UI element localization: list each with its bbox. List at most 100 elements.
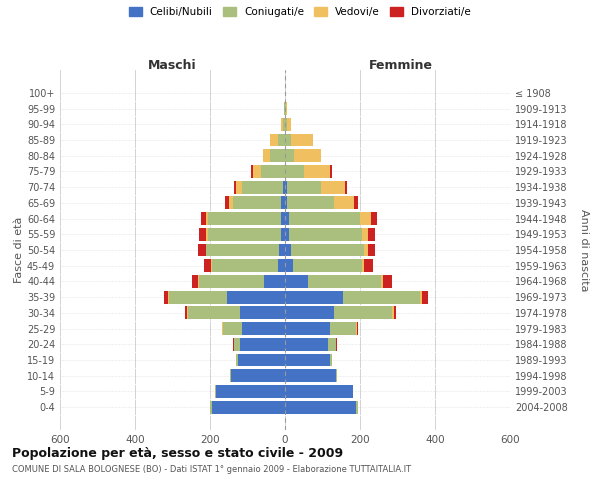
Bar xyxy=(185,306,187,320)
Bar xyxy=(223,322,242,335)
Bar xyxy=(285,260,293,272)
Bar xyxy=(380,275,383,288)
Bar xyxy=(283,118,285,130)
Bar xyxy=(287,180,320,194)
Bar xyxy=(169,290,227,304)
Bar xyxy=(357,322,358,335)
Bar xyxy=(203,260,211,272)
Bar xyxy=(285,338,328,351)
Bar xyxy=(260,165,285,178)
Bar xyxy=(330,165,332,178)
Bar xyxy=(285,180,287,194)
Bar xyxy=(285,244,290,256)
Bar xyxy=(280,244,285,256)
Bar xyxy=(335,370,337,382)
Bar xyxy=(285,165,304,178)
Bar xyxy=(227,290,285,304)
Bar xyxy=(330,354,332,366)
Bar xyxy=(281,196,285,209)
Bar xyxy=(285,196,287,209)
Bar xyxy=(230,370,285,382)
Bar xyxy=(198,275,199,288)
Bar xyxy=(285,212,289,225)
Bar xyxy=(212,260,277,272)
Bar xyxy=(334,306,392,320)
Bar xyxy=(285,370,335,382)
Bar xyxy=(206,244,280,256)
Bar xyxy=(210,400,212,413)
Text: COMUNE DI SALA BOLOGNESE (BO) - Dati ISTAT 1° gennaio 2009 - Elaborazione TUTTAI: COMUNE DI SALA BOLOGNESE (BO) - Dati IST… xyxy=(12,466,411,474)
Bar xyxy=(289,228,362,240)
Bar xyxy=(251,165,253,178)
Bar xyxy=(281,228,285,240)
Bar xyxy=(343,290,420,304)
Bar xyxy=(199,228,206,240)
Bar xyxy=(205,244,206,256)
Bar xyxy=(287,196,334,209)
Bar xyxy=(285,306,334,320)
Bar xyxy=(362,228,367,240)
Bar xyxy=(206,228,208,240)
Bar xyxy=(229,196,233,209)
Bar xyxy=(281,118,283,130)
Bar xyxy=(277,134,285,146)
Bar xyxy=(193,275,198,288)
Bar xyxy=(225,196,229,209)
Bar xyxy=(364,260,373,272)
Bar xyxy=(164,290,168,304)
Bar xyxy=(236,354,238,366)
Bar xyxy=(242,322,285,335)
Legend: Celibi/Nubili, Coniugati/e, Vedovi/e, Divorziati/e: Celibi/Nubili, Coniugati/e, Vedovi/e, Di… xyxy=(125,3,475,22)
Bar xyxy=(335,338,337,351)
Bar xyxy=(287,118,290,130)
Bar xyxy=(242,180,283,194)
Bar xyxy=(293,260,362,272)
Bar xyxy=(364,244,367,256)
Bar xyxy=(330,322,356,335)
Bar xyxy=(285,385,353,398)
Y-axis label: Anni di nascita: Anni di nascita xyxy=(579,209,589,291)
Bar xyxy=(285,400,356,413)
Bar xyxy=(208,228,281,240)
Bar xyxy=(281,212,285,225)
Bar xyxy=(200,212,206,225)
Bar xyxy=(208,212,281,225)
Bar xyxy=(285,275,308,288)
Bar xyxy=(392,306,394,320)
Bar xyxy=(206,212,208,225)
Bar xyxy=(367,228,375,240)
Bar xyxy=(295,149,320,162)
Bar xyxy=(362,260,364,272)
Bar xyxy=(285,354,330,366)
Bar xyxy=(277,260,285,272)
Bar xyxy=(270,149,285,162)
Bar xyxy=(420,290,422,304)
Bar xyxy=(199,275,265,288)
Bar xyxy=(285,118,287,130)
Text: Popolazione per età, sesso e stato civile - 2009: Popolazione per età, sesso e stato civil… xyxy=(12,448,343,460)
Bar xyxy=(360,212,371,225)
Bar xyxy=(212,400,285,413)
Bar xyxy=(367,244,375,256)
Text: Maschi: Maschi xyxy=(148,60,197,72)
Bar xyxy=(270,134,277,146)
Bar xyxy=(168,290,169,304)
Bar xyxy=(285,290,343,304)
Bar xyxy=(238,354,285,366)
Bar xyxy=(394,306,395,320)
Bar xyxy=(211,260,212,272)
Bar xyxy=(283,180,285,194)
Text: Femmine: Femmine xyxy=(369,60,433,72)
Bar xyxy=(356,322,357,335)
Bar xyxy=(198,244,205,256)
Bar xyxy=(263,149,270,162)
Bar xyxy=(240,338,285,351)
Bar xyxy=(286,102,287,115)
Bar xyxy=(285,228,289,240)
Bar xyxy=(265,275,285,288)
Bar xyxy=(235,180,236,194)
Bar xyxy=(285,134,290,146)
Bar xyxy=(383,275,392,288)
Bar xyxy=(371,212,377,225)
Bar xyxy=(289,212,360,225)
